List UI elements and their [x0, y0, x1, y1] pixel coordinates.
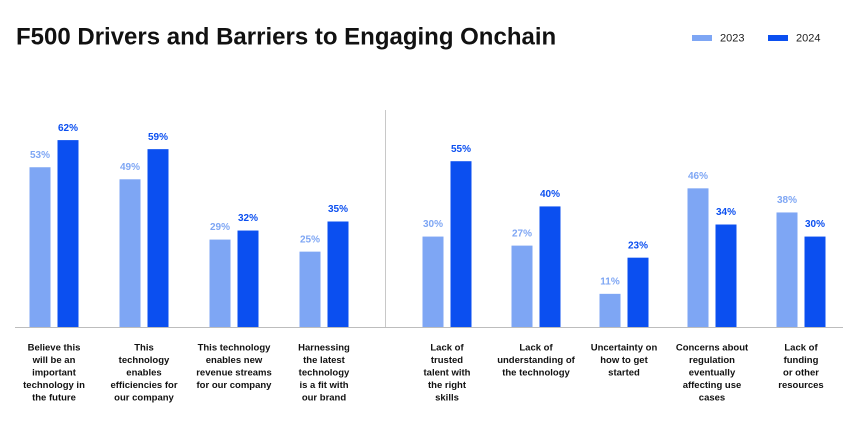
legend-label: 2023 — [720, 32, 744, 44]
value-label: 38% — [777, 195, 797, 206]
x-tick-label: This — [134, 343, 154, 354]
value-label: 55% — [451, 144, 471, 155]
x-tick-label: the latest — [303, 355, 346, 366]
value-label: 46% — [688, 171, 708, 182]
x-tick-label: talent with — [424, 368, 471, 379]
value-label: 62% — [58, 123, 78, 134]
x-tick-label: our company — [114, 393, 174, 404]
x-tick-label: Lack of — [519, 343, 553, 354]
x-tick-label: understanding of — [497, 355, 575, 366]
x-tick-label: the right — [428, 380, 467, 391]
bar — [327, 221, 349, 327]
bar — [57, 140, 79, 327]
x-tick-label: Harnessing — [298, 343, 350, 354]
value-label: 27% — [512, 228, 532, 239]
bar — [422, 236, 444, 327]
x-tick-label: Lack of — [784, 343, 818, 354]
legend-swatch — [768, 35, 788, 41]
value-label: 11% — [600, 276, 620, 287]
x-tick-label: Lack of — [430, 343, 464, 354]
x-tick-label: technology — [299, 368, 350, 379]
chart-title: F500 Drivers and Barriers to Engaging On… — [16, 23, 556, 50]
bar — [627, 257, 649, 327]
x-tick-label: technology in — [23, 380, 85, 391]
x-tick-label: enables new — [206, 355, 263, 366]
bar — [119, 179, 141, 327]
bar — [804, 236, 826, 327]
bar — [147, 149, 169, 327]
bar — [209, 239, 231, 327]
bar — [237, 230, 259, 327]
bar — [687, 188, 709, 327]
legend-label: 2024 — [796, 32, 820, 44]
x-tick-label: funding — [784, 355, 819, 366]
x-tick-label: Believe this — [28, 343, 81, 354]
bar — [29, 167, 51, 327]
bar — [539, 206, 561, 327]
x-tick-label: revenue streams — [196, 368, 272, 379]
x-tick-label: or other — [783, 368, 819, 379]
x-tick-label: how to get — [600, 355, 648, 366]
value-label: 29% — [210, 222, 230, 233]
x-tick-label: eventually — [689, 368, 736, 379]
x-tick-label: our brand — [302, 393, 347, 404]
value-label: 35% — [328, 204, 348, 215]
x-tick-label: for our company — [197, 380, 273, 391]
x-tick-label: important — [32, 368, 77, 379]
x-tick-label: will be an — [32, 355, 76, 366]
x-tick-label: trusted — [431, 355, 463, 366]
value-label: 30% — [805, 219, 825, 230]
bar — [511, 245, 533, 327]
bar — [450, 161, 472, 327]
bar — [715, 224, 737, 327]
value-label: 53% — [30, 150, 50, 161]
value-label: 30% — [423, 219, 443, 230]
x-tick-label: started — [608, 368, 640, 379]
value-label: 40% — [540, 189, 560, 200]
x-tick-label: skills — [435, 393, 459, 404]
x-tick-label: Concerns about — [676, 343, 749, 354]
value-label: 25% — [300, 234, 320, 245]
value-label: 59% — [148, 132, 168, 143]
legend-swatch — [692, 35, 712, 41]
x-tick-label: enables — [126, 368, 161, 379]
value-label: 34% — [716, 207, 736, 218]
bar — [776, 212, 798, 327]
x-tick-label: the future — [32, 393, 76, 404]
x-tick-label: regulation — [689, 355, 735, 366]
x-tick-label: technology — [119, 355, 170, 366]
x-tick-label: efficiencies for — [110, 380, 177, 391]
x-tick-label: resources — [778, 380, 823, 391]
x-tick-label: Uncertainty on — [591, 343, 658, 354]
x-tick-label: the technology — [502, 368, 570, 379]
x-tick-label: affecting use — [683, 380, 742, 391]
value-label: 49% — [120, 162, 140, 173]
x-tick-label: is a fit with — [299, 380, 348, 391]
value-label: 23% — [628, 240, 648, 251]
value-label: 32% — [238, 213, 258, 224]
bar — [599, 293, 621, 327]
x-tick-label: This technology — [198, 343, 272, 354]
x-tick-label: cases — [699, 393, 725, 404]
bar — [299, 251, 321, 327]
